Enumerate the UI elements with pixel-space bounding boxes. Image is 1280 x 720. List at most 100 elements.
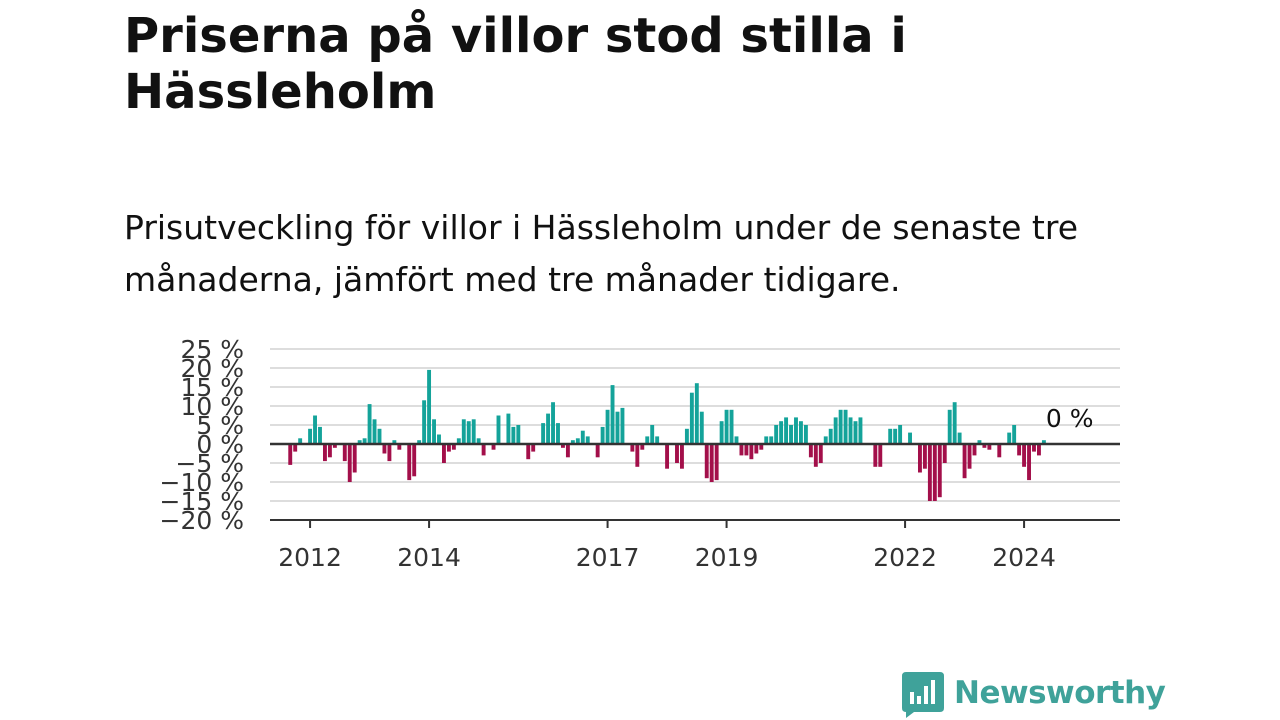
bar: [362, 438, 367, 444]
bar: [466, 421, 471, 444]
bar: [833, 417, 838, 444]
bar: [744, 444, 749, 456]
bar: [764, 436, 769, 444]
bar: [560, 444, 565, 448]
y-tick-label: 10 %: [180, 392, 244, 421]
y-tick-label: −10 %: [160, 468, 244, 497]
bar: [982, 444, 987, 448]
bar: [471, 419, 476, 444]
bar: [441, 444, 446, 463]
bar: [769, 436, 774, 444]
bar: [322, 444, 327, 462]
chart-title: Priserna på villor stod stilla i Hässleh…: [124, 8, 907, 120]
bar: [551, 402, 555, 444]
bar: [451, 444, 456, 450]
bar: [709, 444, 714, 482]
bar: [382, 444, 387, 454]
bar: [332, 444, 337, 448]
bar: [645, 436, 650, 444]
bar: [456, 438, 461, 444]
bar: [352, 444, 357, 473]
bar: [947, 409, 952, 444]
bar: [610, 385, 615, 444]
bar: [962, 444, 967, 479]
chart-subtitle: Prisutveckling för villor i Hässleholm u…: [124, 208, 1079, 299]
bar: [476, 438, 481, 444]
bar: [1007, 432, 1012, 444]
bar: [541, 423, 546, 444]
bar: [377, 428, 382, 444]
bar: [650, 425, 655, 444]
bar: [422, 400, 427, 444]
bar: [794, 417, 798, 444]
bar: [873, 444, 878, 467]
bar: [843, 409, 848, 444]
y-tick-label: 5 %: [196, 411, 244, 440]
bar: [739, 444, 744, 456]
bar: [689, 392, 694, 444]
bar: [952, 402, 957, 444]
brand-logo: Newsworthy: [902, 668, 1166, 718]
bar: [922, 444, 927, 469]
bar: [496, 415, 501, 444]
brand-name: Newsworthy: [954, 675, 1166, 711]
bar: [823, 436, 828, 444]
bar: [293, 444, 298, 452]
bar: [288, 444, 293, 465]
bar: [803, 425, 808, 444]
bar: [367, 404, 372, 444]
bar: [942, 444, 947, 463]
bar: [917, 444, 922, 473]
bar: [898, 425, 903, 444]
bar: [813, 444, 818, 467]
bar: [437, 434, 441, 444]
bar: [615, 411, 620, 444]
bar: [481, 444, 486, 456]
x-tick-label: 2024: [992, 543, 1056, 572]
bar: [595, 444, 600, 458]
x-tick-label: 2012: [278, 543, 342, 572]
bar: [327, 444, 332, 458]
bar: [749, 444, 754, 460]
bar: [694, 383, 699, 444]
bar: [779, 421, 784, 444]
bar: [972, 444, 977, 456]
bar: [987, 444, 992, 450]
x-tick-label: 2014: [397, 543, 461, 572]
bar: [506, 413, 511, 444]
bar: [848, 417, 853, 444]
bar: [357, 440, 362, 444]
bar: [754, 444, 759, 454]
bar: [774, 425, 779, 444]
bar: [491, 444, 496, 450]
bar: [446, 444, 451, 452]
bar: [313, 415, 317, 444]
bar: [387, 444, 392, 462]
bar: [699, 411, 704, 444]
bar: [600, 426, 605, 444]
bar: [308, 428, 313, 444]
bar: [734, 436, 739, 444]
bar: [298, 438, 303, 444]
bar: [417, 440, 422, 444]
bar: [575, 438, 580, 444]
bar: [516, 425, 521, 444]
bar: [937, 444, 942, 498]
bar: [397, 444, 402, 450]
bar: [1036, 444, 1041, 456]
bar: [630, 444, 635, 452]
last-value-annotation: 0 %: [1046, 404, 1094, 433]
bar-chart: 25 %20 %15 %10 %5 %0 %−5 %−10 %−15 %−20 …: [160, 335, 1120, 572]
bar: [640, 444, 645, 450]
bar: [655, 436, 660, 444]
bar: [1032, 444, 1036, 452]
bar: [1027, 444, 1031, 481]
bar: [432, 419, 436, 444]
bar: [635, 444, 640, 467]
bar: [878, 444, 883, 467]
bar: [605, 409, 610, 444]
bar: [858, 417, 863, 444]
bar: [719, 421, 724, 444]
bar: [1041, 440, 1046, 444]
bar: [704, 444, 709, 479]
